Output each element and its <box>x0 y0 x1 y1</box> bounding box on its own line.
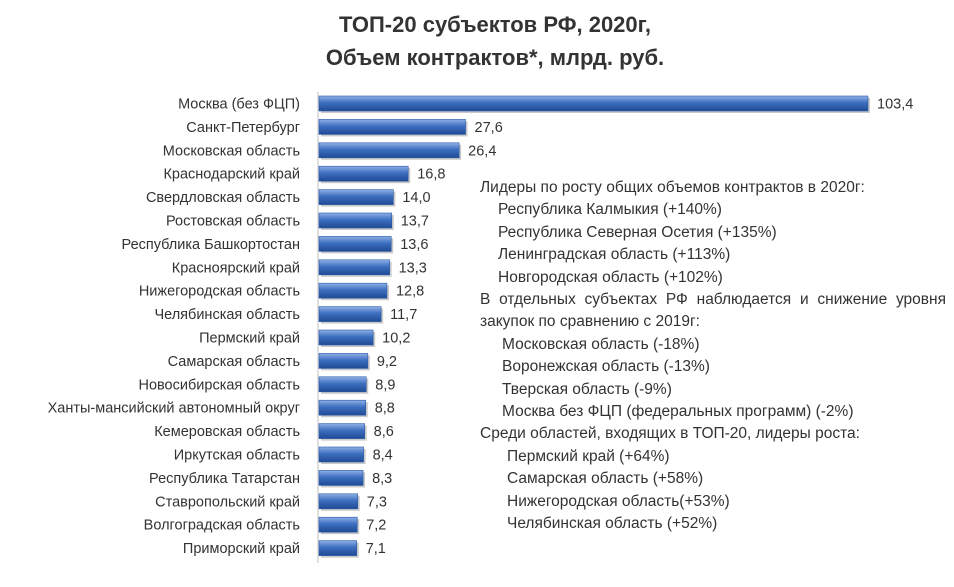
value-label: 16,8 <box>417 167 445 183</box>
category-label: Ставропольский край <box>155 494 300 510</box>
category-label: Ростовская область <box>166 214 300 230</box>
chart-title-line2: Объем контрактов*, млрд. руб. <box>325 45 665 70</box>
category-label: Свердловская область <box>146 190 300 206</box>
category-label: Московская область <box>163 143 300 159</box>
category-label: Красноярский край <box>172 260 300 276</box>
notes-panel: Лидеры по росту общих объемов контрактов… <box>480 177 946 536</box>
bar <box>318 493 359 510</box>
value-label: 13,6 <box>400 237 428 253</box>
category-label: Краснодарский край <box>163 167 300 183</box>
category-label: Республика Татарстан <box>149 471 300 487</box>
category-label: Самарская область <box>168 354 300 370</box>
decline-heading: В отдельных субъектах РФ наблюдается и с… <box>480 291 946 331</box>
category-label: Приморский край <box>183 541 300 557</box>
bar <box>318 446 364 463</box>
bar <box>318 329 374 346</box>
value-label: 27,6 <box>475 120 503 136</box>
bar <box>318 212 393 229</box>
category-label: Санкт-Петербург <box>186 120 300 136</box>
bar <box>318 423 365 439</box>
category-label: Пермский край <box>199 331 300 347</box>
value-label: 8,6 <box>374 424 394 440</box>
top20-leader-item: Челябинская область (+52%) <box>507 515 718 533</box>
value-label: 7,1 <box>366 541 386 557</box>
bar <box>318 142 460 159</box>
bar <box>318 470 364 486</box>
category-label: Новосибирская область <box>138 377 300 393</box>
value-label: 8,3 <box>372 471 392 487</box>
top20-leader-item: Пермский край (+64%) <box>507 447 670 465</box>
value-label: 8,4 <box>373 448 393 464</box>
decline-item: Воронежская область (-13%) <box>502 358 710 376</box>
value-label: 7,3 <box>367 494 387 510</box>
bar <box>318 95 869 112</box>
bar <box>318 540 357 556</box>
value-label: 14,0 <box>402 190 430 206</box>
value-label: 12,8 <box>396 284 424 300</box>
top20-leader-item: Нижегородская область(+53%) <box>507 492 730 510</box>
growth-leader-item: Новгородская область (+102%) <box>498 268 723 286</box>
value-label: 8,8 <box>375 401 395 417</box>
top20-leaders-heading: Среди областей, входящих в ТОП-20, лидер… <box>480 425 860 443</box>
top20-leader-item: Самарская область (+58%) <box>507 470 704 488</box>
category-label: Кемеровская область <box>154 424 300 440</box>
bar <box>318 165 409 182</box>
value-label: 11,7 <box>390 307 417 323</box>
chart-title: ТОП-20 субъектов РФ, 2020г, Объем контра… <box>0 8 954 74</box>
category-label: Волгоградская область <box>144 518 300 534</box>
growth-leaders-block: Лидеры по росту общих объемов контрактов… <box>480 177 946 289</box>
decline-item: Тверская область (-9%) <box>502 380 672 398</box>
bar <box>318 189 394 205</box>
chart-title-line1: ТОП-20 субъектов РФ, 2020г, <box>338 12 651 37</box>
bar <box>318 236 392 252</box>
growth-leader-item: Ленинградская область (+113%) <box>498 246 731 264</box>
growth-leaders-heading: Лидеры по росту общих объемов контрактов… <box>480 179 865 196</box>
decline-block: В отдельных субъектах РФ наблюдается и с… <box>480 289 946 423</box>
value-label: 13,7 <box>401 214 429 230</box>
bar <box>318 282 388 299</box>
bar <box>318 516 358 533</box>
category-label: Ханты-мансийский автономный округ <box>48 401 300 417</box>
growth-leader-item: Республика Северная Осетия (+135%) <box>498 223 777 241</box>
bar <box>318 376 367 393</box>
category-label: Челябинская область <box>154 307 300 323</box>
decline-item: Московская область (-18%) <box>502 335 700 353</box>
bar <box>318 119 466 135</box>
category-label: Нижегородская область <box>139 284 300 300</box>
growth-leader-item: Республика Калмыкия (+140%) <box>498 201 722 219</box>
decline-item: Москва без ФЦП (федеральных программ) (-… <box>502 403 854 421</box>
bar <box>318 306 382 322</box>
bar <box>318 259 390 276</box>
value-label: 8,9 <box>375 377 395 393</box>
category-label: Иркутская область <box>174 448 300 464</box>
value-label: 103,4 <box>877 97 913 113</box>
value-label: 26,4 <box>468 143 496 159</box>
category-label: Москва (без ФЦП) <box>178 97 300 113</box>
value-label: 7,2 <box>366 518 386 534</box>
value-label: 9,2 <box>377 354 397 370</box>
bar <box>318 399 367 416</box>
bar <box>318 353 369 369</box>
value-label: 13,3 <box>399 260 427 276</box>
top20-leaders-block: Среди областей, входящих в ТОП-20, лидер… <box>480 423 946 535</box>
value-label: 10,2 <box>382 331 410 347</box>
category-label: Республика Башкортостан <box>122 237 300 253</box>
